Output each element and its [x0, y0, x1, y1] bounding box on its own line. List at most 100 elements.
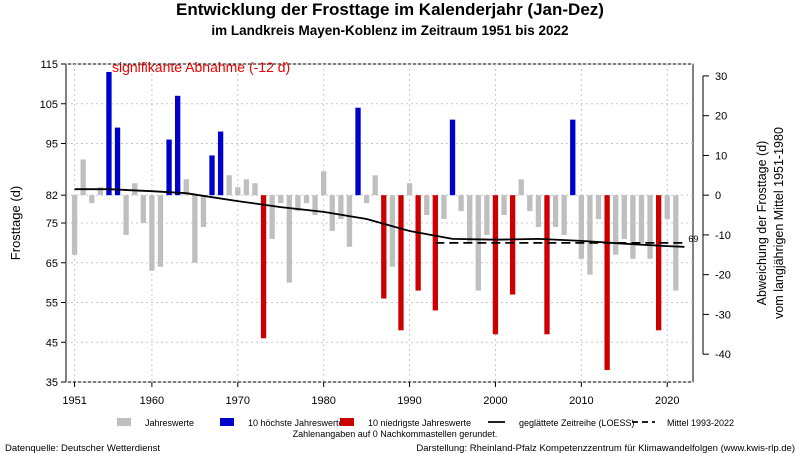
- bar-2017: [638, 195, 645, 243]
- bar-1961: [157, 195, 164, 267]
- bar-1951: [71, 195, 78, 255]
- bar-2014: [613, 195, 619, 255]
- legend-hoechste: 10 höchste Jahreswerte: [248, 418, 344, 428]
- bar-1996: [458, 195, 464, 212]
- bar-1977: [295, 195, 301, 212]
- left-y-axis: 115 105 95 82 75 65 55 45 35: [40, 59, 66, 389]
- legend-mittel: Mittel 1993-2022: [667, 418, 734, 428]
- xtick-label-4: 1990: [397, 395, 421, 407]
- ytick-left-label-0: 115: [40, 59, 58, 71]
- bar-2007: [552, 195, 559, 227]
- bars: [71, 71, 679, 371]
- bar-2015: [621, 195, 627, 239]
- chart-subtitle: im Landkreis Mayen-Koblenz im Zeitraum 1…: [211, 23, 568, 38]
- bar-2016: [630, 195, 636, 259]
- bar-2018: [647, 195, 653, 259]
- ytick-right-label-6: -30: [715, 309, 731, 321]
- bar-1990: [406, 183, 413, 196]
- trend-annotation: signifikante Abnahme (-12 d): [112, 59, 290, 75]
- bar-1962: [166, 139, 172, 196]
- ytick-right-label-3: 0: [715, 190, 721, 202]
- legend: Jahreswerte 10 höchste Jahreswerte 10 ni…: [117, 418, 734, 428]
- bar-1953: [89, 195, 95, 204]
- bar-1955: [106, 71, 112, 196]
- bar-2020: [664, 195, 670, 220]
- bar-2003: [518, 179, 524, 196]
- bar-1956: [114, 127, 121, 196]
- footer-source: Datenquelle: Deutscher Wetterdienst: [5, 443, 160, 454]
- ytick-right-label-4: -10: [715, 230, 731, 242]
- ytick-left-label-3: 82: [46, 190, 58, 202]
- bar-2011: [587, 195, 593, 275]
- ytick-left-label-2: 95: [46, 139, 58, 151]
- bar-1991: [415, 195, 421, 291]
- legend-swatch-gray: [117, 418, 131, 426]
- xtick-label-3: 1980: [311, 395, 335, 407]
- xtick-label-2: 1970: [226, 395, 250, 407]
- legend-swatch-red: [340, 418, 354, 426]
- ytick-left-label-5: 65: [46, 258, 58, 270]
- bar-1952: [80, 159, 86, 196]
- ytick-right-label-2: 10: [715, 150, 727, 162]
- bar-1973: [260, 195, 267, 339]
- bar-1969: [226, 175, 232, 196]
- x-axis: 1951 1960 1970 1980 1990 2000 2010 2020: [62, 382, 679, 407]
- bar-1968: [217, 131, 224, 196]
- bar-1958: [132, 183, 138, 196]
- plot-area: 69: [65, 63, 698, 383]
- left-axis-label: Frosttage (d): [8, 186, 23, 260]
- bar-2013: [604, 195, 610, 371]
- bar-2002: [509, 195, 516, 295]
- bar-2009: [570, 119, 576, 196]
- bar-1992: [424, 195, 430, 216]
- bar-2006: [544, 195, 550, 335]
- bar-1976: [286, 195, 292, 283]
- right-axis-label-2: vom langjährigen Mittel 1951-1980: [772, 127, 786, 319]
- bar-1960: [149, 195, 155, 271]
- bar-1954: [97, 187, 104, 196]
- xtick-label-1: 1960: [140, 395, 164, 407]
- ytick-left-label-6: 55: [46, 298, 58, 310]
- bar-1957: [123, 195, 129, 235]
- bar-1995: [449, 119, 456, 196]
- right-y-axis: 30 20 10 0 -10 -20 -30 -40: [702, 71, 731, 361]
- bar-1979: [312, 195, 318, 216]
- xtick-label-5: 2000: [483, 395, 507, 407]
- chart-title: Entwicklung der Frosttage im Kalenderjah…: [176, 0, 604, 19]
- legend-loess: geglättete Zeitreihe (LOESS): [519, 418, 635, 428]
- bar-1978: [303, 195, 310, 204]
- bar-2008: [561, 195, 567, 235]
- bar-2019: [655, 195, 662, 331]
- ytick-left-label-4: 75: [46, 218, 58, 230]
- bar-1982: [338, 195, 344, 220]
- loess-line: [74, 188, 685, 248]
- rounding-note: Zahlenangaben auf 0 Nachkommastellen ger…: [293, 429, 498, 439]
- xtick-label-7: 2020: [655, 395, 679, 407]
- bar-1975: [278, 195, 284, 204]
- bar-1967: [209, 155, 215, 196]
- bar-1986: [372, 175, 378, 196]
- xtick-label-0: 1951: [62, 395, 86, 407]
- footer-credit: Darstellung: Rheinland-Pfalz Kompetenzze…: [416, 443, 795, 454]
- bar-2000: [492, 195, 499, 335]
- bar-1963: [174, 95, 181, 196]
- bar-1994: [441, 195, 447, 220]
- bar-1966: [200, 195, 207, 227]
- bar-1972: [252, 183, 258, 196]
- bar-1970: [235, 187, 241, 196]
- ytick-right-label-0: 30: [715, 71, 727, 83]
- ytick-right-label-5: -20: [715, 270, 731, 282]
- bar-1987: [381, 195, 387, 299]
- bar-2012: [595, 195, 602, 220]
- bar-1999: [484, 195, 490, 235]
- bar-2010: [578, 195, 585, 259]
- end-value-label: 69: [688, 234, 698, 244]
- ytick-left-label-1: 105: [40, 99, 58, 111]
- legend-swatch-blue: [220, 418, 234, 426]
- right-axis-label-1: Abweichung der Frosttage (d): [755, 141, 769, 306]
- legend-niedrigste: 10 niedrigste Jahreswerte: [368, 418, 471, 428]
- bar-1984: [355, 107, 361, 196]
- ytick-right-label-1: 20: [715, 111, 727, 123]
- bar-1985: [363, 195, 370, 204]
